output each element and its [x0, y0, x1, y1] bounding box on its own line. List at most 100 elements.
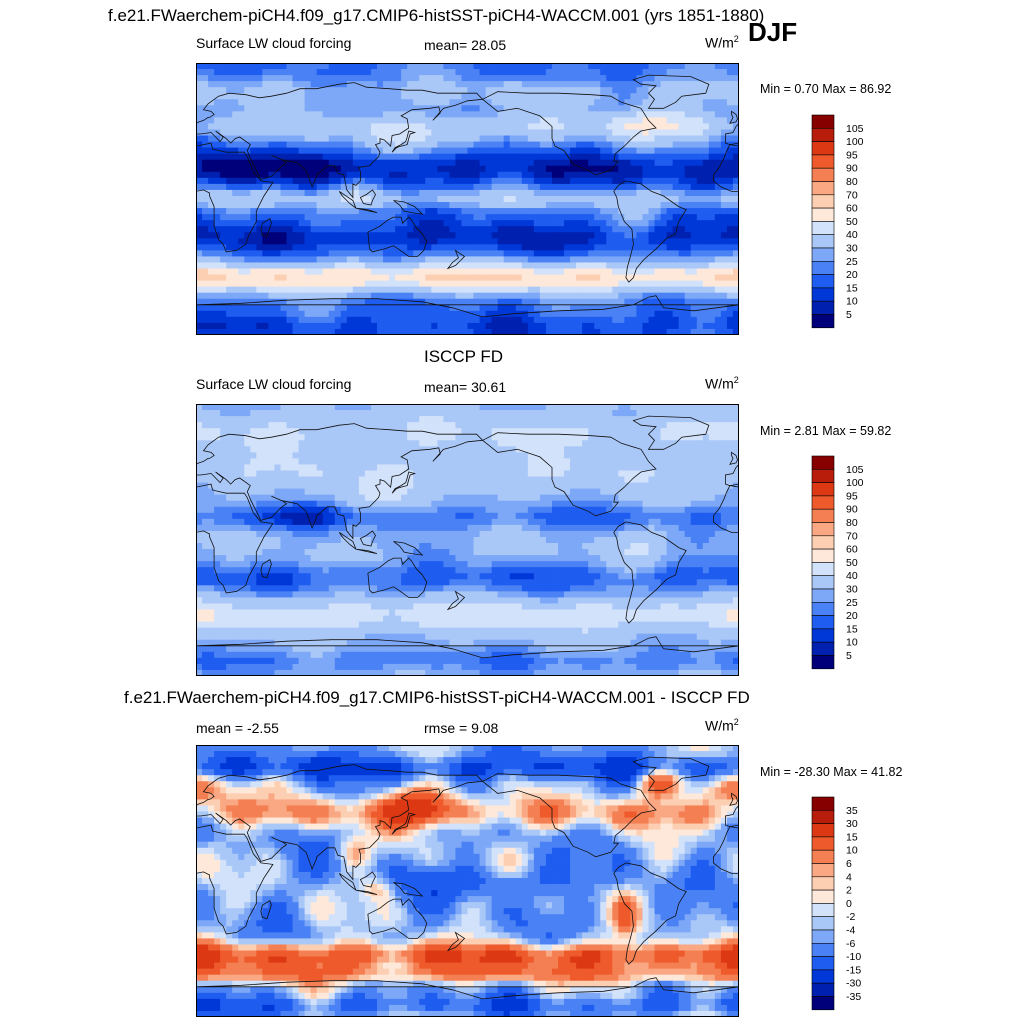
field-cell	[539, 105, 547, 112]
field-cell	[220, 189, 227, 197]
field-cell	[274, 135, 282, 143]
field-cell	[455, 220, 463, 227]
field-cell	[527, 81, 535, 88]
field-cell	[322, 422, 330, 429]
field-cell	[702, 165, 710, 173]
field-cell	[521, 135, 529, 143]
field-cell	[250, 238, 257, 245]
field-cell	[479, 81, 487, 88]
field-cell	[262, 232, 269, 239]
field-cell	[720, 244, 728, 251]
field-cell	[340, 208, 348, 215]
field-cell	[600, 177, 607, 185]
field-cell	[720, 147, 728, 155]
field-cell	[588, 220, 595, 227]
field-cell	[437, 440, 444, 447]
field-cell	[352, 87, 360, 94]
field-cell	[449, 274, 457, 282]
field-cell	[431, 208, 438, 215]
field-cell	[208, 153, 215, 161]
field-cell	[220, 262, 227, 270]
field-cell	[389, 434, 396, 441]
field-cell	[346, 220, 354, 227]
field-cell	[286, 135, 294, 143]
field-cell	[274, 129, 282, 137]
field-cell	[310, 316, 318, 324]
field-cell	[618, 189, 625, 197]
field-cell	[654, 75, 662, 82]
field-cell	[268, 428, 276, 435]
field-cell	[395, 304, 402, 312]
field-cell	[449, 292, 457, 300]
field-cell	[702, 310, 710, 318]
field-cell	[250, 141, 257, 149]
field-cell	[232, 81, 239, 88]
field-cell	[202, 428, 209, 435]
field-cell	[618, 214, 625, 221]
field-cell	[545, 322, 553, 330]
field-cell	[340, 153, 348, 161]
field-cell	[310, 214, 318, 221]
field-cell	[485, 153, 493, 161]
field-cell	[455, 214, 463, 221]
field-cell	[485, 69, 493, 76]
field-cell	[576, 63, 583, 70]
field-cell	[521, 268, 529, 276]
field-cell	[377, 298, 384, 306]
field-cell	[250, 446, 257, 453]
field-cell	[316, 410, 324, 417]
field-cell	[642, 189, 650, 197]
field-cell	[431, 322, 438, 330]
field-cell	[334, 316, 342, 324]
field-cell	[304, 159, 312, 167]
field-cell	[545, 226, 553, 233]
field-cell	[678, 63, 686, 70]
field-cell	[576, 220, 583, 227]
field-cell	[690, 105, 698, 112]
field-cell	[352, 141, 360, 149]
field-cell	[425, 123, 432, 131]
field-cell	[624, 244, 631, 251]
field-cell	[564, 208, 571, 215]
field-cell	[588, 93, 595, 100]
field-cell	[431, 410, 438, 417]
field-cell	[262, 428, 269, 435]
field-cell	[485, 183, 493, 191]
field-cell	[570, 434, 577, 441]
field-cell	[268, 268, 276, 276]
field-cell	[214, 81, 221, 88]
field-cell	[473, 111, 481, 118]
field-cell	[370, 268, 378, 276]
field-cell	[473, 195, 481, 203]
field-cell	[570, 298, 577, 306]
field-cell	[521, 416, 529, 423]
field-cell	[576, 93, 583, 100]
field-cell	[678, 256, 686, 264]
field-cell	[256, 464, 263, 472]
field-cell	[280, 81, 288, 88]
field-cell	[642, 147, 650, 155]
field-cell	[618, 298, 625, 306]
field-cell	[564, 147, 571, 155]
field-cell	[630, 87, 638, 94]
field-cell	[576, 141, 583, 149]
field-cell	[702, 250, 710, 258]
field-cell	[383, 316, 390, 324]
field-cell	[594, 274, 601, 282]
field-cell	[521, 292, 529, 300]
field-cell	[346, 153, 354, 161]
field-cell	[515, 310, 523, 318]
field-cell	[642, 416, 650, 423]
field-cell	[600, 123, 607, 131]
field-cell	[196, 153, 203, 161]
field-cell	[527, 141, 535, 149]
field-cell	[401, 111, 408, 118]
field-cell	[612, 177, 619, 185]
field-cell	[503, 292, 511, 300]
field-cell	[515, 238, 523, 245]
field-cell	[630, 220, 638, 227]
field-cell	[322, 220, 330, 227]
field-cell	[654, 159, 662, 167]
field-cell	[594, 226, 601, 233]
field-cell	[407, 250, 414, 258]
